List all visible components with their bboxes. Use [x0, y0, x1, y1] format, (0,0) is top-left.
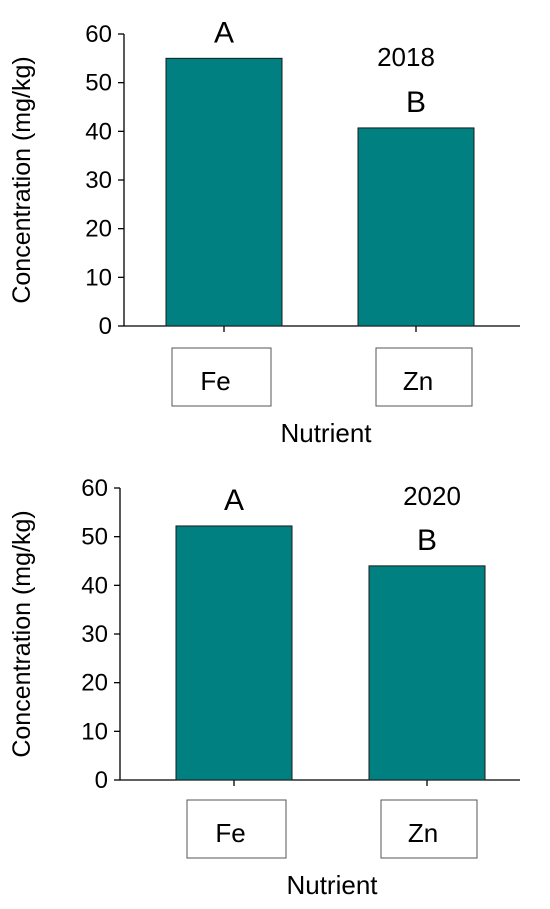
- y-tick-label: 50: [81, 524, 108, 551]
- y-tick-label: 20: [81, 670, 108, 697]
- category-label-box: [186, 799, 287, 859]
- bar-fe: [175, 525, 293, 781]
- y-tick-label: 20: [85, 216, 112, 243]
- category-label-box: [380, 799, 478, 859]
- bar-fe: [165, 57, 283, 327]
- chart-title: 2018: [377, 42, 435, 72]
- category-label: Fe: [215, 818, 245, 848]
- chart-title: 2020: [403, 481, 461, 511]
- significance-letter: B: [406, 86, 426, 119]
- x-axis-label: Nutrient: [286, 870, 378, 900]
- category-label: Fe: [200, 366, 230, 396]
- significance-letter: B: [417, 524, 437, 557]
- y-tick-label: 10: [81, 718, 108, 745]
- significance-letter: A: [224, 484, 244, 517]
- y-tick-label: 40: [85, 118, 112, 145]
- chart-panel-2020: 0 10 20 30 40 50 60 A B Fe Zn 2020 Nutrient Concentra…: [8, 475, 520, 900]
- x-axis-label: Nutrient: [280, 418, 372, 448]
- category-label-box: [171, 347, 272, 407]
- chart-panel-2018: 0 10 20 30 40 50 60 A B Fe Zn 2018 Nutrient Concentra…: [8, 16, 520, 448]
- y-axis-label: Concentration (mg/kg): [8, 56, 36, 303]
- y-axis-label: Concentration (mg/kg): [8, 510, 36, 757]
- significance-letter: A: [214, 16, 234, 49]
- y-tick-label: 30: [85, 167, 112, 194]
- y-tick-label: 40: [81, 572, 108, 599]
- y-tick-label: 60: [85, 21, 112, 48]
- y-tick-label: 30: [81, 621, 108, 648]
- category-label: Zn: [403, 366, 433, 396]
- y-tick-label: 0: [99, 313, 112, 340]
- y-tick-label: 50: [85, 70, 112, 97]
- bar-zn: [368, 565, 486, 781]
- y-tick-label: 0: [95, 767, 108, 794]
- bar-zn: [357, 127, 475, 327]
- category-label-box: [375, 347, 473, 407]
- category-label: Zn: [408, 818, 438, 848]
- y-tick-label: 10: [85, 264, 112, 291]
- y-tick-label: 60: [81, 475, 108, 502]
